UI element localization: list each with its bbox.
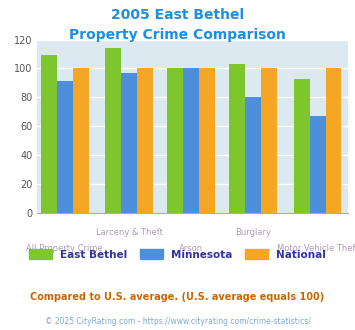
Bar [310,116,326,213]
Bar [105,48,121,213]
Text: Arson: Arson [179,244,203,253]
Text: Burglary: Burglary [235,228,271,237]
Text: © 2025 CityRating.com - https://www.cityrating.com/crime-statistics/: © 2025 CityRating.com - https://www.city… [45,317,310,326]
Text: Motor Vehicle Theft: Motor Vehicle Theft [277,244,355,253]
Bar [41,55,57,213]
Bar [294,79,310,213]
Bar [199,69,215,213]
Text: 2005 East Bethel: 2005 East Bethel [111,8,244,22]
Bar [73,69,88,213]
Bar [261,69,277,213]
Bar [121,73,137,213]
Text: Compared to U.S. average. (U.S. average equals 100): Compared to U.S. average. (U.S. average … [31,292,324,302]
Bar [229,64,245,213]
Text: All Property Crime: All Property Crime [26,244,103,253]
Legend: East Bethel, Minnesota, National: East Bethel, Minnesota, National [25,245,330,264]
Text: Property Crime Comparison: Property Crime Comparison [69,28,286,42]
Bar [183,69,199,213]
Bar [137,69,153,213]
Bar [57,82,73,213]
Text: Larceny & Theft: Larceny & Theft [95,228,163,237]
Bar [167,69,183,213]
Bar [326,69,342,213]
Bar [245,97,261,213]
